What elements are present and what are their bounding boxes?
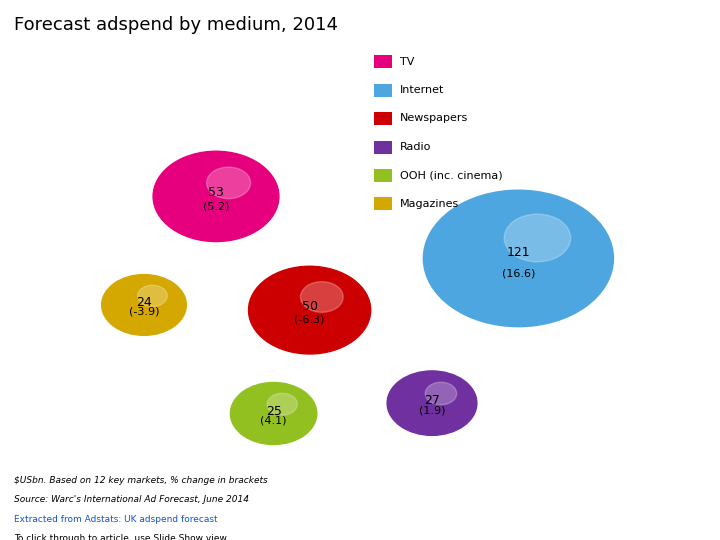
Circle shape bbox=[300, 282, 343, 312]
Text: Forecast adspend by medium, 2014: Forecast adspend by medium, 2014 bbox=[14, 16, 338, 33]
Circle shape bbox=[248, 266, 371, 354]
Text: (-6.3): (-6.3) bbox=[294, 315, 325, 325]
Circle shape bbox=[153, 151, 279, 241]
Text: 121: 121 bbox=[507, 246, 530, 260]
Text: 27: 27 bbox=[424, 394, 440, 407]
FancyBboxPatch shape bbox=[374, 112, 392, 125]
Text: Extracted from Adstats: UK adspend forecast: Extracted from Adstats: UK adspend forec… bbox=[14, 515, 218, 524]
Circle shape bbox=[230, 382, 317, 444]
Circle shape bbox=[387, 371, 477, 435]
FancyBboxPatch shape bbox=[374, 198, 392, 211]
Circle shape bbox=[138, 285, 167, 307]
FancyBboxPatch shape bbox=[374, 140, 392, 153]
Text: OOH (inc. cinema): OOH (inc. cinema) bbox=[400, 170, 503, 180]
Circle shape bbox=[426, 382, 456, 405]
FancyBboxPatch shape bbox=[374, 169, 392, 182]
FancyBboxPatch shape bbox=[374, 55, 392, 68]
Circle shape bbox=[504, 214, 571, 262]
Text: (-3.9): (-3.9) bbox=[129, 307, 159, 316]
Circle shape bbox=[267, 393, 297, 415]
Text: Internet: Internet bbox=[400, 85, 444, 95]
Text: TV: TV bbox=[400, 57, 414, 66]
Circle shape bbox=[102, 274, 186, 335]
FancyBboxPatch shape bbox=[374, 84, 392, 97]
Text: Magazines: Magazines bbox=[400, 199, 459, 208]
Text: Newspapers: Newspapers bbox=[400, 113, 468, 123]
Text: Source: Warc's International Ad Forecast, June 2014: Source: Warc's International Ad Forecast… bbox=[14, 495, 249, 504]
Text: $USbn. Based on 12 key markets, % change in brackets: $USbn. Based on 12 key markets, % change… bbox=[14, 476, 268, 484]
Text: To click through to article, use Slide Show view: To click through to article, use Slide S… bbox=[14, 535, 228, 540]
Text: (16.6): (16.6) bbox=[502, 268, 535, 279]
Text: 53: 53 bbox=[208, 186, 224, 199]
Text: 50: 50 bbox=[302, 300, 318, 313]
Text: 25: 25 bbox=[266, 404, 282, 417]
Text: (4.1): (4.1) bbox=[261, 415, 287, 426]
Text: (1.9): (1.9) bbox=[419, 405, 445, 415]
Text: Radio: Radio bbox=[400, 142, 431, 152]
Text: 24: 24 bbox=[136, 296, 152, 309]
Circle shape bbox=[423, 190, 613, 327]
Text: (5.2): (5.2) bbox=[203, 201, 229, 211]
Circle shape bbox=[207, 167, 251, 199]
